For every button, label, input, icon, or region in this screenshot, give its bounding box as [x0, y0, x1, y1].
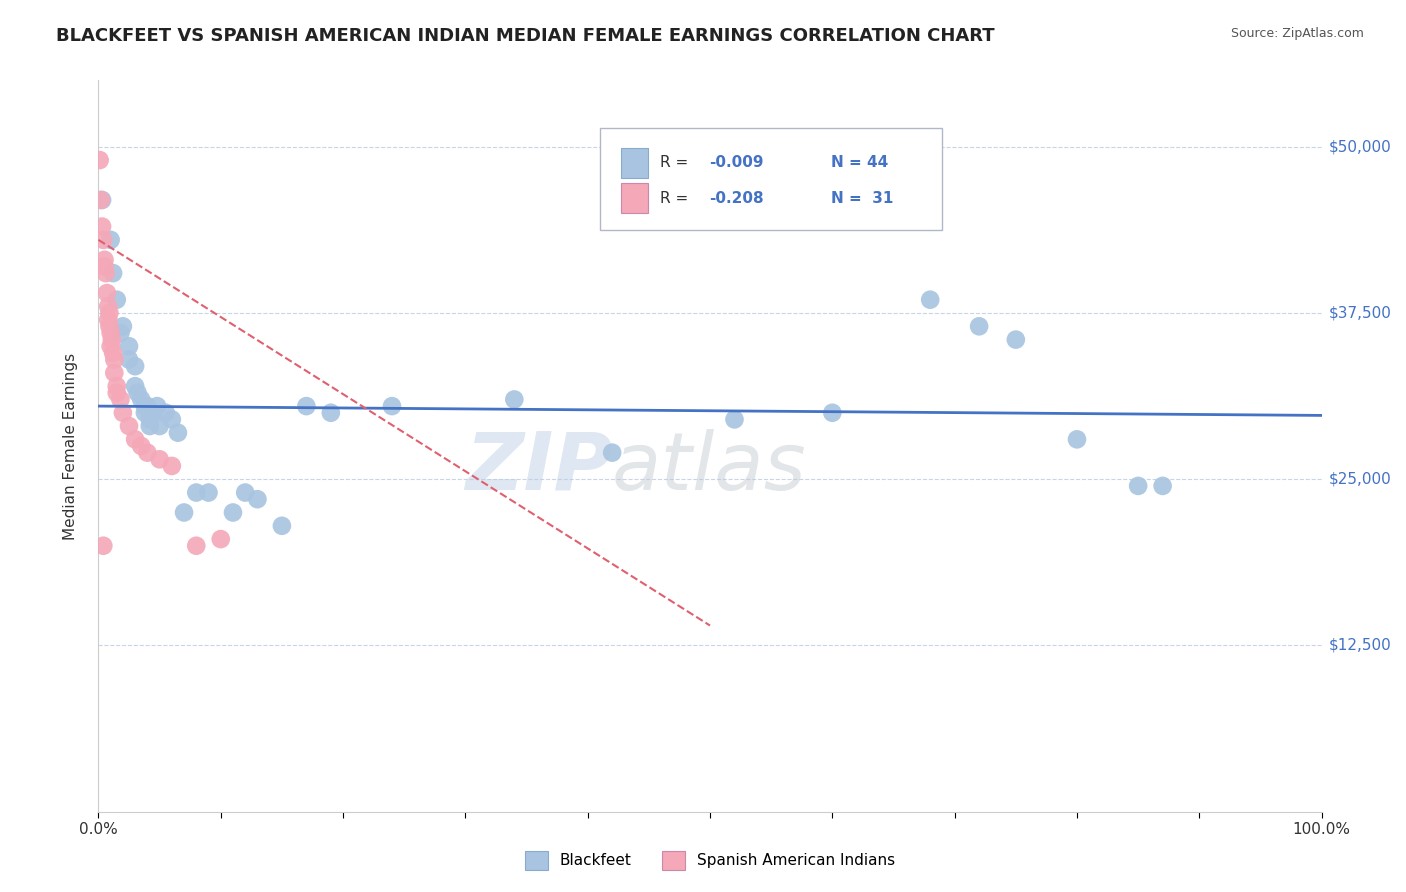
Point: [129, 439, 152, 453]
Point: [139, 412, 162, 426]
Point: [209, 532, 232, 546]
Point: [118, 352, 141, 367]
Point: [136, 445, 159, 459]
Point: [319, 406, 342, 420]
Point: [100, 233, 122, 247]
Text: R =: R =: [659, 155, 693, 170]
Point: [100, 326, 122, 340]
Point: [111, 319, 134, 334]
Point: [91, 219, 114, 234]
Point: [97, 312, 120, 326]
Text: $37,500: $37,500: [1329, 306, 1392, 320]
Text: $50,000: $50,000: [1329, 139, 1392, 154]
Point: [103, 352, 125, 367]
Point: [381, 399, 404, 413]
Point: [1128, 479, 1150, 493]
Point: [101, 266, 124, 280]
Point: [146, 399, 169, 413]
Point: [920, 293, 942, 307]
Point: [110, 392, 132, 407]
Point: [173, 506, 195, 520]
Point: [124, 379, 146, 393]
Point: [129, 392, 152, 407]
Point: [160, 458, 183, 473]
Point: [1066, 433, 1088, 447]
Point: [101, 346, 124, 360]
Point: [967, 319, 990, 334]
Point: [111, 406, 134, 420]
Point: [270, 518, 294, 533]
FancyBboxPatch shape: [600, 128, 942, 230]
Point: [91, 233, 114, 247]
Point: [160, 412, 183, 426]
Point: [110, 326, 132, 340]
Text: N = 44: N = 44: [831, 155, 889, 170]
Point: [295, 399, 318, 413]
Point: [91, 193, 114, 207]
Point: [96, 286, 118, 301]
Text: Source: ZipAtlas.com: Source: ZipAtlas.com: [1230, 27, 1364, 40]
Text: ZIP: ZIP: [465, 429, 612, 507]
Point: [149, 452, 172, 467]
Point: [503, 392, 526, 407]
Point: [136, 399, 159, 413]
Point: [222, 506, 245, 520]
Point: [149, 419, 172, 434]
Point: [1152, 479, 1174, 493]
Point: [101, 333, 124, 347]
Point: [246, 492, 269, 507]
Point: [186, 539, 208, 553]
Point: [103, 366, 125, 380]
Text: R =: R =: [659, 191, 693, 205]
Point: [93, 252, 115, 267]
Bar: [620, 147, 648, 178]
Text: -0.009: -0.009: [709, 155, 763, 170]
Text: BLACKFEET VS SPANISH AMERICAN INDIAN MEDIAN FEMALE EARNINGS CORRELATION CHART: BLACKFEET VS SPANISH AMERICAN INDIAN MED…: [56, 27, 995, 45]
Y-axis label: Median Female Earnings: Median Female Earnings: [63, 352, 77, 540]
Legend: Blackfeet, Spanish American Indians: Blackfeet, Spanish American Indians: [517, 843, 903, 877]
Point: [167, 425, 190, 440]
Point: [90, 193, 112, 207]
Point: [600, 445, 623, 459]
Point: [98, 306, 121, 320]
Point: [100, 339, 122, 353]
Text: $25,000: $25,000: [1329, 472, 1392, 487]
Point: [118, 419, 141, 434]
Point: [134, 399, 156, 413]
Point: [233, 485, 256, 500]
Point: [124, 433, 146, 447]
Point: [142, 406, 165, 420]
Point: [105, 379, 128, 393]
Point: [93, 260, 115, 274]
Point: [134, 406, 156, 420]
Point: [105, 385, 128, 400]
Point: [91, 539, 114, 553]
Point: [186, 485, 208, 500]
Point: [118, 339, 141, 353]
Point: [155, 406, 177, 420]
Point: [127, 385, 149, 400]
Bar: [620, 183, 648, 213]
Point: [98, 319, 121, 334]
Point: [94, 266, 117, 280]
Point: [723, 412, 745, 426]
Point: [89, 153, 111, 167]
Point: [197, 485, 219, 500]
Point: [139, 419, 162, 434]
Text: N =  31: N = 31: [831, 191, 893, 205]
Text: atlas: atlas: [612, 429, 807, 507]
Point: [821, 406, 844, 420]
Text: -0.208: -0.208: [709, 191, 763, 205]
Point: [105, 293, 128, 307]
Point: [124, 359, 146, 374]
Text: $12,500: $12,500: [1329, 638, 1392, 653]
Point: [1004, 333, 1026, 347]
Point: [97, 299, 120, 313]
